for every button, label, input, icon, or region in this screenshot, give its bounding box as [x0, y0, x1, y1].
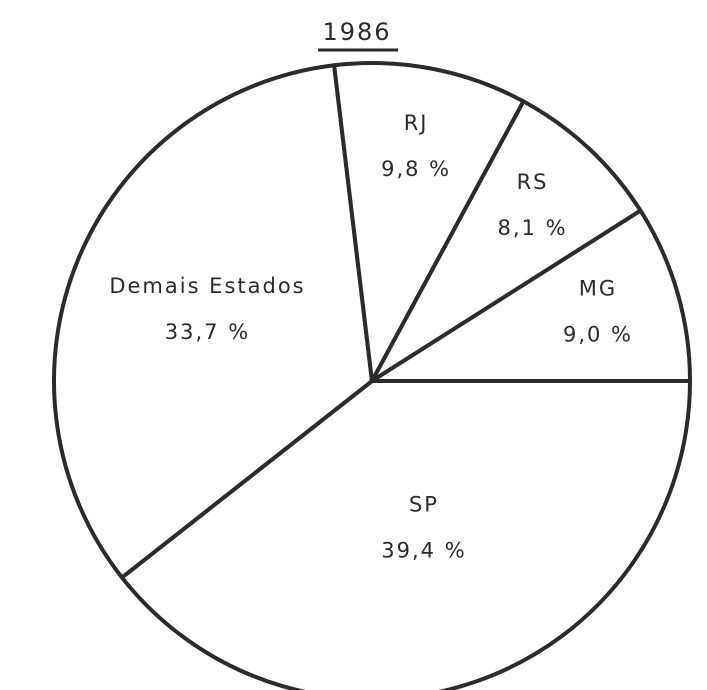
slice-label: RJ [404, 111, 429, 135]
slice-value-label: 33,7 % [165, 320, 250, 344]
slice-label: RS [517, 170, 549, 194]
pie-slice [370, 208, 692, 383]
slice-value-label: 9,8 % [381, 157, 451, 181]
pie-slice [370, 99, 643, 383]
pie-slice [119, 379, 692, 690]
slice-value-label: 9,0 % [563, 322, 633, 346]
slice-label: SP [409, 492, 439, 516]
slice-label: MG [579, 276, 617, 300]
slice-label: Demais Estados [109, 274, 305, 298]
chart-title: 1986 [322, 18, 391, 46]
slice-value-label: 39,4 % [381, 538, 466, 562]
pie-slice [52, 63, 374, 580]
slice-value-label: 8,1 % [498, 216, 568, 240]
pie-slice [332, 61, 526, 383]
